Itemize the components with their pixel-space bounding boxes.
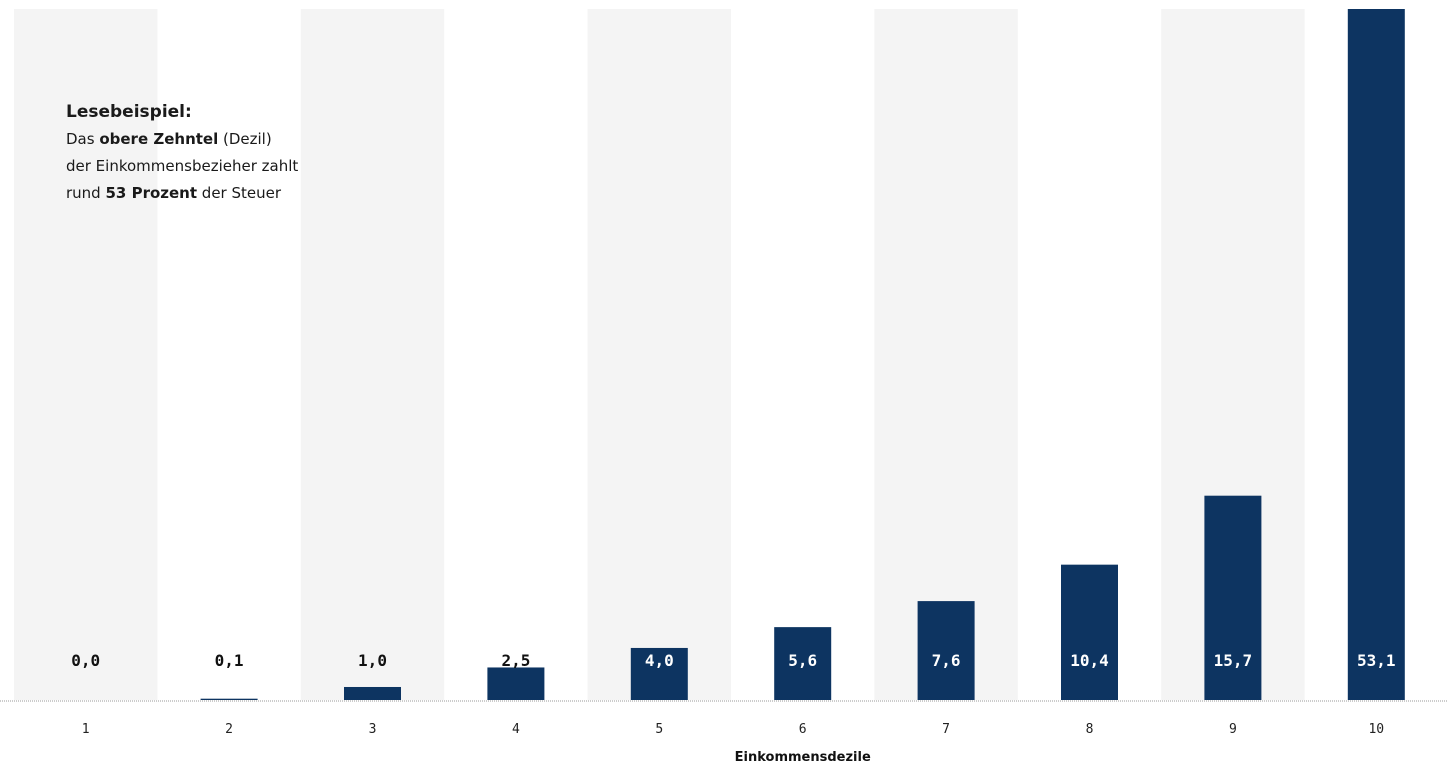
background-band — [14, 9, 158, 700]
x-axis-title: Einkommensdezile — [735, 750, 871, 764]
background-band — [874, 9, 1018, 700]
reading-example-title: Lesebeispiel: — [66, 102, 192, 122]
value-label: 0,0 — [71, 651, 100, 670]
bar — [630, 647, 688, 700]
value-label: 2,5 — [501, 651, 530, 670]
x-tick-label: 4 — [512, 722, 520, 737]
bar — [917, 601, 975, 700]
background-band — [300, 9, 445, 700]
reading-example-line-1: Das obere Zehntel (Dezil) — [66, 126, 298, 153]
bar — [1347, 9, 1405, 700]
reading-example-line-3: rund 53 Prozent der Steuer — [66, 180, 298, 207]
bar — [487, 667, 545, 700]
reading-example-line-2: der Einkommensbezieher zahlt — [66, 157, 299, 175]
value-labels: 0,0 0,1 1,0 2,5 4,0 5,6 7,6 10,4 15,7 53,1 — [71, 651, 1395, 670]
line-3-bold: 53 Prozent — [105, 184, 198, 202]
reading-example: Lesebeispiel: Das obere Zehntel (Dezil) … — [66, 98, 298, 207]
value-label: 0,1 — [215, 651, 244, 670]
bar — [1061, 564, 1118, 700]
value-label: 10,4 — [1070, 651, 1109, 670]
x-tick-labels: 1 2 3 4 5 6 7 8 9 10 — [82, 722, 1384, 737]
bar — [774, 627, 832, 700]
value-label: 4,0 — [645, 651, 674, 670]
background-band — [587, 9, 731, 700]
line-1-bold: obere Zehntel — [99, 130, 219, 148]
bar — [1204, 495, 1262, 700]
line-3-text-end: der Steuer — [197, 184, 282, 202]
line-1-text-end: (Dezil) — [218, 130, 272, 148]
bar — [344, 686, 401, 700]
x-tick-label: 2 — [225, 722, 233, 737]
line-3-text: rund — [66, 184, 106, 202]
value-label: 53,1 — [1357, 651, 1396, 670]
x-tick-label: 10 — [1368, 722, 1384, 737]
x-tick-label: 3 — [369, 722, 377, 737]
value-label: 15,7 — [1214, 651, 1253, 670]
value-label: 5,6 — [788, 651, 817, 670]
line-1-text: Das — [66, 130, 100, 148]
x-tick-label: 1 — [82, 722, 90, 737]
x-tick-label: 9 — [1229, 722, 1237, 737]
x-tick-label: 5 — [655, 722, 663, 737]
value-label: 1,0 — [358, 651, 387, 670]
x-tick-label: 6 — [799, 722, 807, 737]
x-tick-label: 8 — [1086, 722, 1094, 737]
bars — [200, 9, 1405, 700]
value-label: 7,6 — [932, 651, 961, 670]
x-tick-label: 7 — [942, 722, 950, 737]
bar — [200, 698, 258, 700]
